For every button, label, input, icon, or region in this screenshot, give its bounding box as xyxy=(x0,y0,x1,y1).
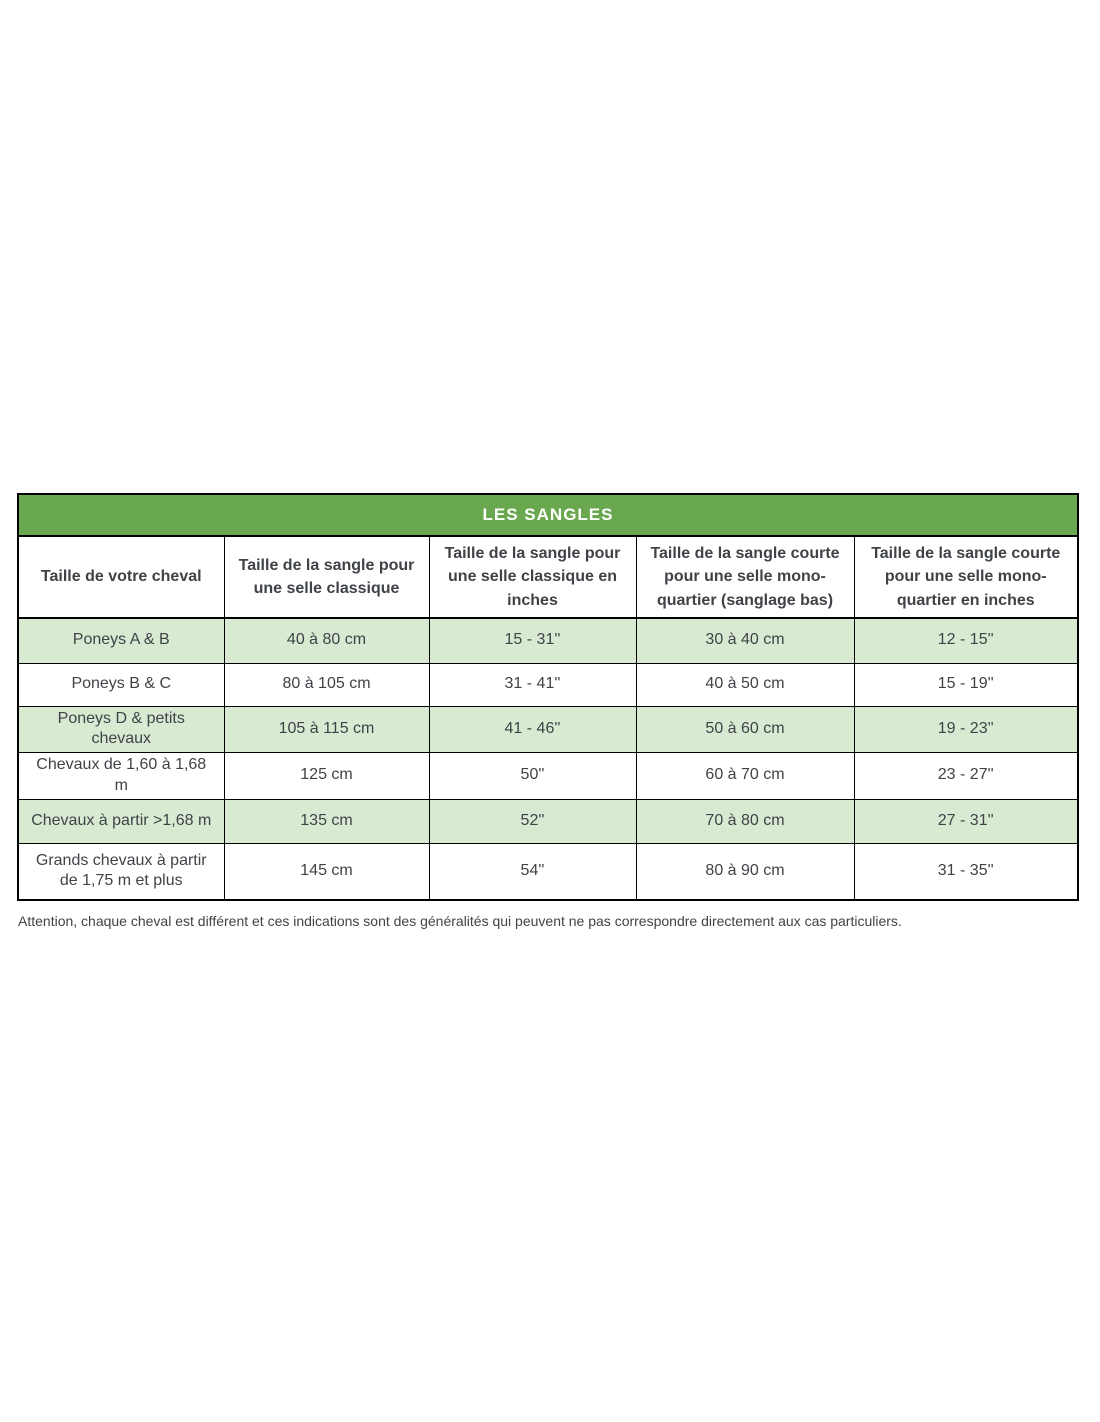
column-header-classic-girth-inches: Taille de la sangle pour une selle class… xyxy=(428,535,637,619)
caution-footnote: Attention, chaque cheval est différent e… xyxy=(18,913,902,929)
cell-horse-size: Poneys B & C xyxy=(17,662,225,707)
cell-short-girth-inches: 23 - 27'' xyxy=(853,752,1079,800)
cell-classic-girth-cm: 105 à 115 cm xyxy=(223,705,430,754)
cell-short-girth-cm: 50 à 60 cm xyxy=(635,705,855,754)
cell-classic-girth-inches: 31 - 41'' xyxy=(428,662,637,707)
cell-horse-size: Poneys D & petits chevaux xyxy=(17,705,225,754)
table-title: LES SANGLES xyxy=(17,493,1079,537)
cell-horse-size: Chevaux à partir >1,68 m xyxy=(17,798,225,844)
cell-short-girth-inches: 12 - 15'' xyxy=(853,617,1079,664)
cell-short-girth-cm: 30 à 40 cm xyxy=(635,617,855,664)
table-row-chevaux-160-168: Chevaux de 1,60 à 1,68 m 125 cm 50'' 60 … xyxy=(17,752,1079,800)
cell-horse-size: Chevaux de 1,60 à 1,68 m xyxy=(17,752,225,800)
table-row-grands-chevaux: Grands chevaux à partir de 1,75 m et plu… xyxy=(17,842,1079,901)
cell-short-girth-inches: 31 - 35'' xyxy=(853,842,1079,901)
girth-size-table: LES SANGLES Taille de votre cheval Taill… xyxy=(17,493,1079,902)
cell-short-girth-cm: 60 à 70 cm xyxy=(635,752,855,800)
cell-short-girth-inches: 19 - 23'' xyxy=(853,705,1079,754)
column-header-horse-size: Taille de votre cheval xyxy=(17,535,225,619)
cell-classic-girth-cm: 145 cm xyxy=(223,842,430,901)
column-header-short-girth-inches: Taille de la sangle courte pour une sell… xyxy=(853,535,1079,619)
cell-classic-girth-inches: 54'' xyxy=(428,842,637,901)
table-row-poneys-d: Poneys D & petits chevaux 105 à 115 cm 4… xyxy=(17,705,1079,754)
column-header-classic-girth-cm: Taille de la sangle pour une selle class… xyxy=(223,535,430,619)
cell-short-girth-inches: 27 - 31'' xyxy=(853,798,1079,844)
cell-short-girth-inches: 15 - 19'' xyxy=(853,662,1079,707)
cell-classic-girth-cm: 80 à 105 cm xyxy=(223,662,430,707)
cell-horse-size: Poneys A & B xyxy=(17,617,225,664)
cell-short-girth-cm: 70 à 80 cm xyxy=(635,798,855,844)
cell-classic-girth-inches: 15 - 31'' xyxy=(428,617,637,664)
table-title-row: LES SANGLES xyxy=(17,493,1079,537)
cell-short-girth-cm: 80 à 90 cm xyxy=(635,842,855,901)
cell-classic-girth-cm: 125 cm xyxy=(223,752,430,800)
cell-classic-girth-inches: 52'' xyxy=(428,798,637,844)
table-row-chevaux-168-plus: Chevaux à partir >1,68 m 135 cm 52'' 70 … xyxy=(17,798,1079,844)
column-header-short-girth-cm: Taille de la sangle courte pour une sell… xyxy=(635,535,855,619)
cell-classic-girth-cm: 135 cm xyxy=(223,798,430,844)
table-row-poneys-a-b: Poneys A & B 40 à 80 cm 15 - 31'' 30 à 4… xyxy=(17,617,1079,664)
cell-classic-girth-inches: 50'' xyxy=(428,752,637,800)
cell-horse-size: Grands chevaux à partir de 1,75 m et plu… xyxy=(17,842,225,901)
table-row-poneys-b-c: Poneys B & C 80 à 105 cm 31 - 41'' 40 à … xyxy=(17,662,1079,707)
cell-classic-girth-cm: 40 à 80 cm xyxy=(223,617,430,664)
cell-short-girth-cm: 40 à 50 cm xyxy=(635,662,855,707)
cell-classic-girth-inches: 41 - 46'' xyxy=(428,705,637,754)
table-header-row: Taille de votre cheval Taille de la sang… xyxy=(17,535,1079,619)
